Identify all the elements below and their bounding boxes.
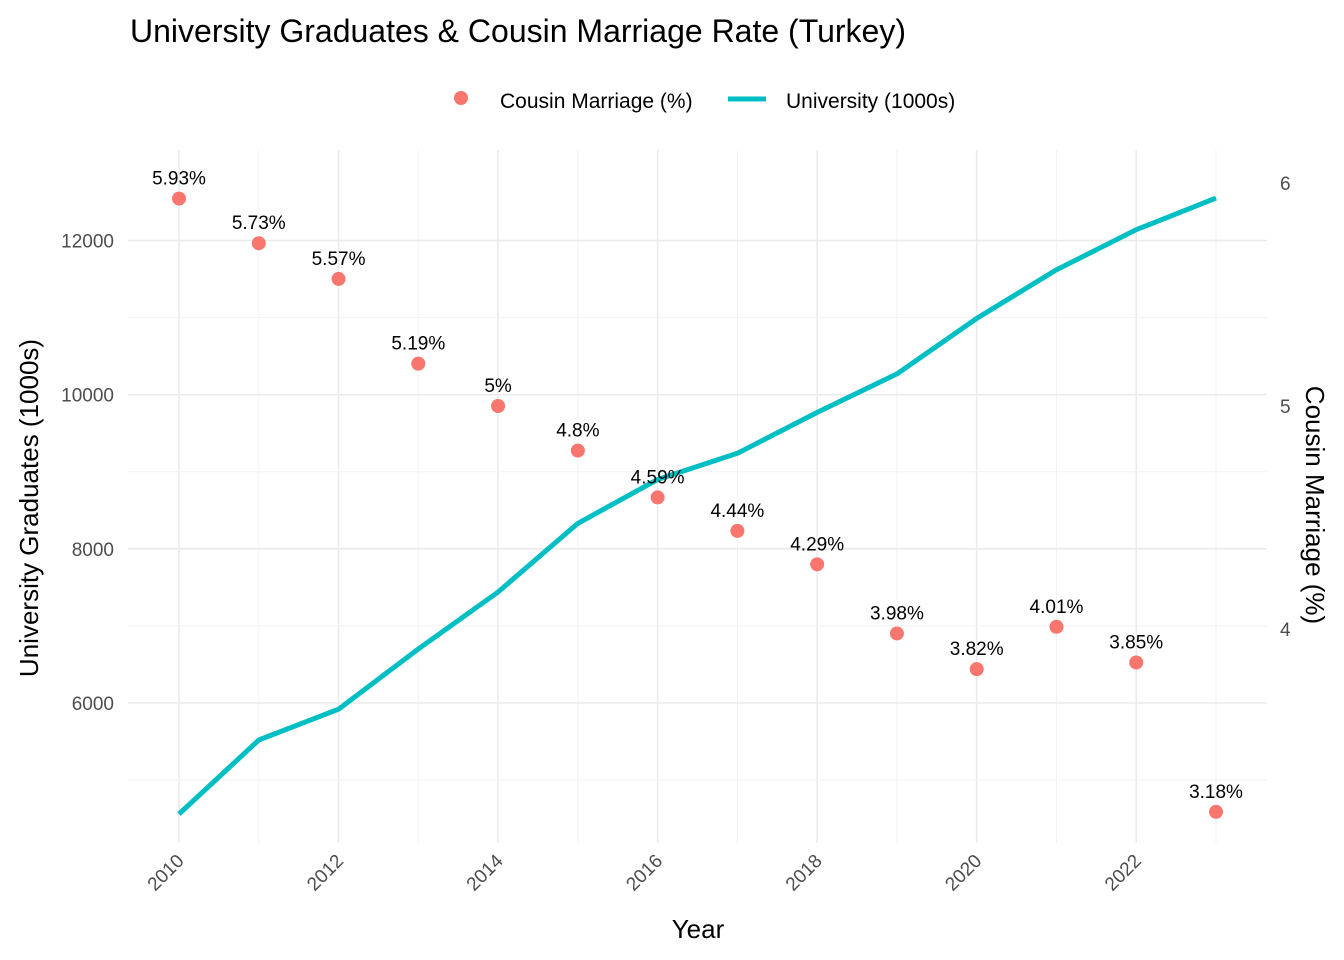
y-right-tick-label: 4: [1280, 620, 1291, 641]
cousin-marriage-data-label: 4.29%: [790, 534, 844, 555]
cousin-marriage-point: [650, 490, 665, 505]
cousin-marriage-point: [411, 356, 426, 371]
university-line: [177, 195, 1217, 816]
y-left-tick-label: 6000: [72, 694, 114, 715]
x-tick-label: 2022: [1101, 851, 1146, 896]
y-right-tick-label: 6: [1280, 174, 1291, 195]
cousin-marriage-data-label: 4.59%: [631, 467, 685, 488]
y-left-tick-label: 12000: [61, 232, 114, 253]
cousin-marriage-data-label: 5%: [484, 376, 512, 397]
cousin-marriage-point: [491, 399, 506, 413]
cousin-marriage-point: [1209, 804, 1224, 819]
cousin-marriage-point: [969, 662, 984, 677]
legend: Cousin Marriage (%) University (1000s): [454, 90, 955, 113]
y-axis-right-title: Cousin Marriage (%): [1300, 386, 1330, 624]
data-labels: 5.93% 5.73% 5.57% 5.19% 5% 4.8% 4.59% 4.44% 4.29…: [152, 169, 1243, 803]
legend-label-cousin-marriage: Cousin Marriage (%): [500, 90, 693, 113]
x-tick-label: 2018: [782, 851, 827, 896]
x-axis-title: Year: [672, 914, 725, 944]
cousin-marriage-data-label: 4.44%: [710, 501, 764, 522]
cousin-marriage-data-label: 4.01%: [1030, 597, 1084, 618]
x-tick-label: 2010: [144, 851, 189, 896]
cousin-marriage-data-label: 3.98%: [870, 603, 924, 624]
x-tick-label: 2016: [622, 851, 667, 896]
chart-title: University Graduates & Cousin Marriage R…: [130, 13, 906, 49]
y-right-tick-label: 5: [1280, 397, 1291, 418]
x-tick-label: 2014: [463, 850, 508, 895]
x-tick-label: 2020: [941, 851, 986, 896]
cousin-marriage-point: [331, 271, 346, 286]
cousin-marriage-data-label: 3.85%: [1109, 632, 1163, 653]
cousin-marriage-point: [570, 443, 585, 458]
legend-point-swatch: [454, 91, 468, 105]
university-series: [177, 195, 1217, 816]
cousin-marriage-data-label: 5.19%: [391, 334, 445, 355]
grid: [128, 150, 1267, 843]
cousin-marriage-data-label: 3.18%: [1189, 782, 1243, 803]
cousin-marriage-data-label: 5.73%: [232, 213, 286, 234]
cousin-marriage-data-label: 4.8%: [556, 421, 599, 442]
axes: 2010 2012 2014 2016 2018 2020 2022 6000 8000 1000…: [61, 174, 1291, 895]
cousin-marriage-point: [730, 523, 745, 538]
cousin-marriage-data-label: 5.93%: [152, 169, 206, 190]
cousin-marriage-data-label: 3.82%: [950, 639, 1004, 660]
cousin-marriage-series: [172, 191, 1224, 819]
y-left-tick-label: 10000: [61, 386, 114, 407]
legend-label-university: University (1000s): [786, 90, 955, 113]
cousin-marriage-point: [172, 191, 186, 206]
cousin-marriage-point: [1049, 619, 1064, 634]
cousin-marriage-point: [251, 236, 266, 251]
y-left-tick-label: 8000: [72, 540, 114, 561]
y-axis-left-title: University Graduates (1000s): [14, 339, 44, 677]
cousin-marriage-data-label: 5.57%: [312, 249, 366, 270]
x-tick-label: 2012: [303, 851, 348, 896]
cousin-marriage-point: [1129, 655, 1144, 670]
cousin-marriage-point: [810, 557, 825, 572]
cousin-marriage-point: [889, 626, 904, 641]
